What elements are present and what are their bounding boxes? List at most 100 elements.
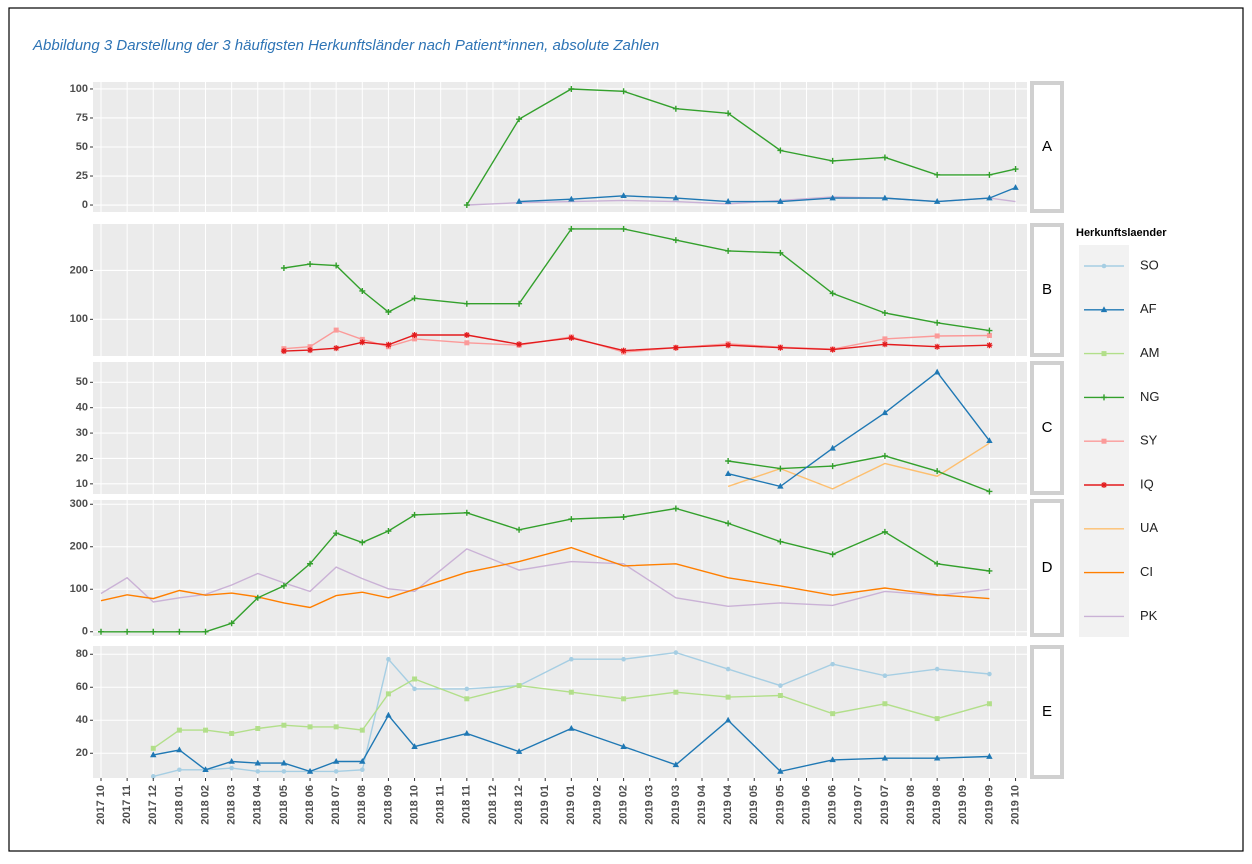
y-tick-label: 60 bbox=[76, 681, 88, 693]
point bbox=[568, 85, 575, 92]
point bbox=[307, 261, 314, 268]
point bbox=[176, 628, 183, 635]
point bbox=[202, 766, 209, 773]
point bbox=[725, 458, 732, 464]
point bbox=[306, 767, 314, 774]
point bbox=[778, 683, 783, 688]
point bbox=[386, 656, 391, 662]
point bbox=[464, 340, 470, 346]
point bbox=[568, 689, 574, 695]
x-tick-label: 2019 03 bbox=[670, 785, 682, 825]
point bbox=[987, 671, 992, 677]
legend-marker bbox=[1100, 306, 1108, 313]
x-tick-label: 2019 02 bbox=[618, 785, 630, 825]
point bbox=[620, 225, 627, 232]
point bbox=[332, 758, 340, 764]
legend-label: UA bbox=[1140, 520, 1158, 535]
point bbox=[333, 327, 339, 333]
legend-label: AF bbox=[1140, 301, 1157, 316]
y-tick-label: 20 bbox=[76, 452, 88, 464]
chart-title: Abbildung 3 Darstellung der 3 häufigsten… bbox=[32, 37, 659, 54]
point bbox=[725, 247, 732, 254]
facet-strip bbox=[1030, 499, 1064, 637]
y-tick-label: 200 bbox=[70, 264, 88, 276]
legend-label: CI bbox=[1140, 564, 1153, 579]
point bbox=[934, 319, 941, 326]
point bbox=[673, 650, 679, 655]
point bbox=[777, 198, 784, 204]
point bbox=[934, 333, 940, 339]
point bbox=[385, 691, 391, 697]
page-border bbox=[8, 7, 1244, 852]
legend-label: SY bbox=[1140, 433, 1158, 448]
point bbox=[569, 656, 574, 662]
point bbox=[359, 727, 365, 733]
y-tick-label: 0 bbox=[82, 199, 88, 211]
point bbox=[280, 759, 288, 766]
point bbox=[986, 488, 993, 495]
panel-background bbox=[93, 646, 1027, 778]
x-tick-label: 2017 12 bbox=[147, 785, 159, 825]
point bbox=[307, 724, 313, 730]
series-line bbox=[153, 714, 990, 773]
point bbox=[830, 661, 835, 667]
x-tick-label: 2019 06 bbox=[827, 785, 839, 825]
point bbox=[385, 528, 392, 535]
x-tick-label: 2019 09 bbox=[957, 785, 969, 825]
point bbox=[411, 331, 418, 338]
point bbox=[411, 295, 418, 302]
point bbox=[307, 344, 313, 350]
point bbox=[412, 336, 418, 342]
legend-marker bbox=[1101, 438, 1107, 444]
point bbox=[359, 758, 366, 764]
series-line bbox=[727, 455, 990, 493]
point bbox=[777, 538, 784, 545]
x-tick-label: 2018 02 bbox=[199, 785, 211, 825]
point bbox=[986, 171, 993, 178]
x-tick-label: 2018 03 bbox=[226, 785, 238, 825]
point bbox=[724, 198, 732, 204]
point bbox=[882, 673, 888, 678]
point bbox=[881, 309, 888, 316]
point bbox=[829, 290, 836, 297]
point bbox=[777, 767, 784, 774]
point bbox=[672, 344, 679, 351]
point bbox=[881, 528, 888, 535]
point bbox=[620, 88, 627, 95]
point bbox=[516, 683, 522, 689]
point bbox=[515, 748, 523, 754]
x-tick-label: 2018 09 bbox=[382, 785, 394, 825]
x-tick-label: 2019 05 bbox=[774, 785, 786, 825]
point bbox=[882, 336, 888, 342]
series-line bbox=[727, 442, 990, 490]
point bbox=[281, 769, 287, 774]
point bbox=[280, 265, 287, 271]
x-tick-label: 2019 08 bbox=[931, 785, 943, 825]
y-tick-label: 100 bbox=[70, 313, 88, 325]
point bbox=[176, 746, 183, 753]
legend-marker bbox=[1101, 482, 1107, 488]
point bbox=[516, 116, 523, 123]
point bbox=[1012, 184, 1019, 190]
legend-marker bbox=[1101, 263, 1107, 269]
point bbox=[385, 309, 392, 315]
point bbox=[620, 743, 627, 749]
point bbox=[881, 341, 888, 348]
point bbox=[829, 157, 836, 164]
panel-background bbox=[93, 500, 1027, 636]
point bbox=[934, 171, 941, 178]
point bbox=[725, 342, 732, 349]
point bbox=[829, 346, 836, 353]
panel-background bbox=[93, 362, 1027, 494]
series-line bbox=[101, 507, 990, 633]
point bbox=[986, 437, 993, 443]
point bbox=[672, 105, 679, 112]
y-tick-label: 75 bbox=[76, 112, 88, 124]
x-tick-label: 2018 05 bbox=[278, 785, 290, 825]
point bbox=[672, 505, 679, 512]
point bbox=[385, 711, 392, 718]
point bbox=[333, 530, 340, 537]
x-tick-label: 2018 07 bbox=[330, 785, 342, 825]
point bbox=[724, 716, 732, 723]
legend-marker bbox=[1101, 394, 1107, 401]
